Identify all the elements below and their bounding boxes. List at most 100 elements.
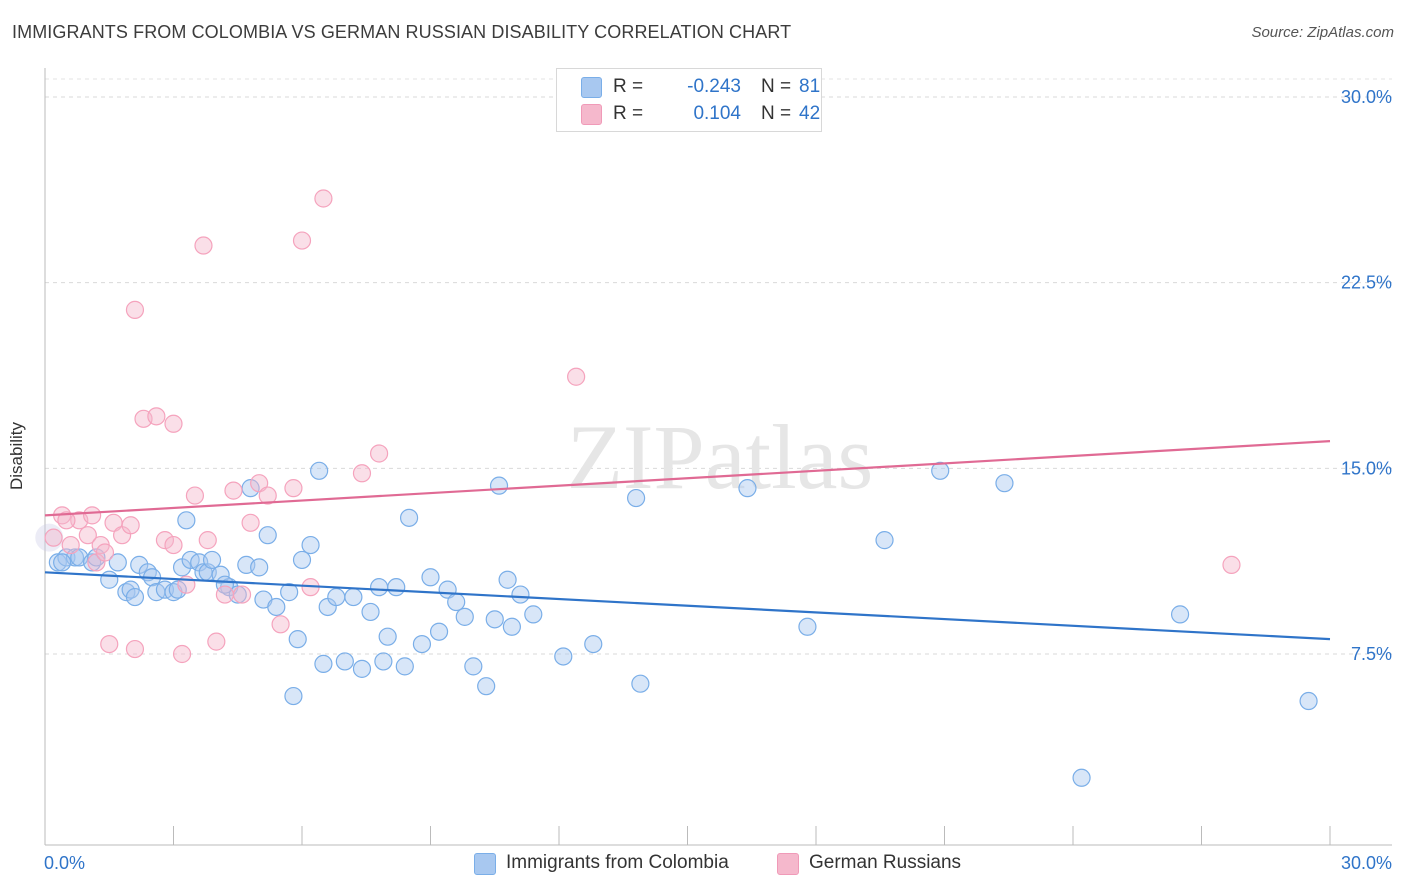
point-german-russian [567,367,586,386]
point-german-russian [271,615,290,634]
series-german-russians [44,189,1241,664]
point-colombia [477,677,496,696]
point-colombia [374,652,393,671]
n-value: 81 [799,76,821,97]
y-tick-label: 15.0% [1341,458,1392,478]
r-label: R = [613,103,644,124]
point-colombia [267,597,286,617]
point-colombia [412,634,432,654]
legend-swatch-german-russians [777,853,799,875]
point-colombia [1170,605,1190,624]
point-colombia [429,622,449,641]
legend-swatch-colombia [581,77,602,98]
point-colombia [327,587,346,607]
point-german-russian [83,506,102,525]
point-german-russian [121,516,140,535]
point-colombia [584,634,603,654]
point-colombia [352,659,372,678]
point-colombia [301,535,320,555]
point-german-russian [172,644,192,664]
point-colombia [489,476,509,495]
point-colombia [485,610,504,629]
point-colombia [498,570,517,589]
n-label: N = [761,76,792,97]
watermark: ZIPatlas [567,406,874,508]
series-colombia [35,461,1318,787]
r-value: 0.104 [693,103,741,124]
x-tick-label: 30.0% [1341,853,1392,873]
point-colombia [395,657,414,676]
point-colombia [511,585,530,604]
y-tick-label: 22.5% [1341,273,1392,293]
point-colombia [455,607,474,626]
trend-lines [44,440,1331,641]
point-german-russian [125,300,145,319]
point-german-russian [155,531,175,550]
point-colombia [464,657,483,676]
point-german-russian [370,444,389,463]
point-colombia [310,461,329,480]
point-german-russian [250,474,269,493]
legend-swatch-colombia [474,853,496,875]
point-german-russian [352,464,372,483]
point-colombia [798,617,817,636]
point-german-russian [61,535,80,555]
point-colombia [399,508,419,527]
point-colombia [53,553,72,572]
axes [44,68,1392,846]
point-german-russian [224,481,243,500]
legend-swatch-german-russians [581,104,602,125]
point-german-russian [241,513,260,532]
series-legend: Immigrants from Colombia German Russians [0,852,1406,876]
trend-line-colombia [44,571,1331,641]
point-colombia [288,630,307,649]
point-colombia [202,550,222,570]
point-german-russian [284,479,303,498]
point-german-russian [100,634,119,654]
point-german-russian [185,486,205,505]
point-german-russian [125,639,145,659]
point-colombia [378,627,397,646]
chart-title: IMMIGRANTS FROM COLOMBIA VS GERMAN RUSSI… [12,22,792,42]
y-tick-label: 30.0% [1341,87,1392,107]
point-colombia [502,617,521,636]
point-german-russian [258,486,277,505]
point-german-russian [292,231,312,250]
trend-line-german-russians [44,440,1331,517]
point-colombia [314,654,333,674]
point-german-russian [194,236,213,255]
point-colombia [931,461,950,480]
point-colombia [108,553,127,572]
point-colombia [177,511,196,530]
point-german-russian [57,511,76,530]
point-colombia [125,587,145,607]
point-cluster [35,523,64,552]
point-german-russian [215,585,234,604]
point-colombia [250,558,269,577]
point-colombia [631,674,650,693]
point-colombia [554,647,573,666]
point-colombia [335,652,354,671]
point-colombia [370,578,389,597]
point-colombia [421,568,440,587]
point-colombia [447,592,466,612]
point-colombia [995,474,1014,493]
point-colombia [1299,691,1318,711]
tick-labels: 7.5% 15.0% 22.5% 30.0% 0.0% 30.0% [44,87,1392,873]
point-german-russian [1222,555,1241,574]
r-value: -0.243 [687,76,741,97]
point-colombia [100,570,119,589]
y-tick-label: 7.5% [1351,644,1392,664]
n-value: 42 [799,103,821,124]
r-label: R = [613,76,644,97]
point-german-russian [198,531,217,550]
point-colombia [524,605,543,624]
n-label: N = [761,103,792,124]
legend-label: Immigrants from Colombia [506,852,729,873]
point-colombia [292,550,312,570]
point-german-russian [164,414,183,433]
point-german-russian [147,407,166,426]
point-german-russian [314,189,333,208]
point-colombia [228,585,247,604]
